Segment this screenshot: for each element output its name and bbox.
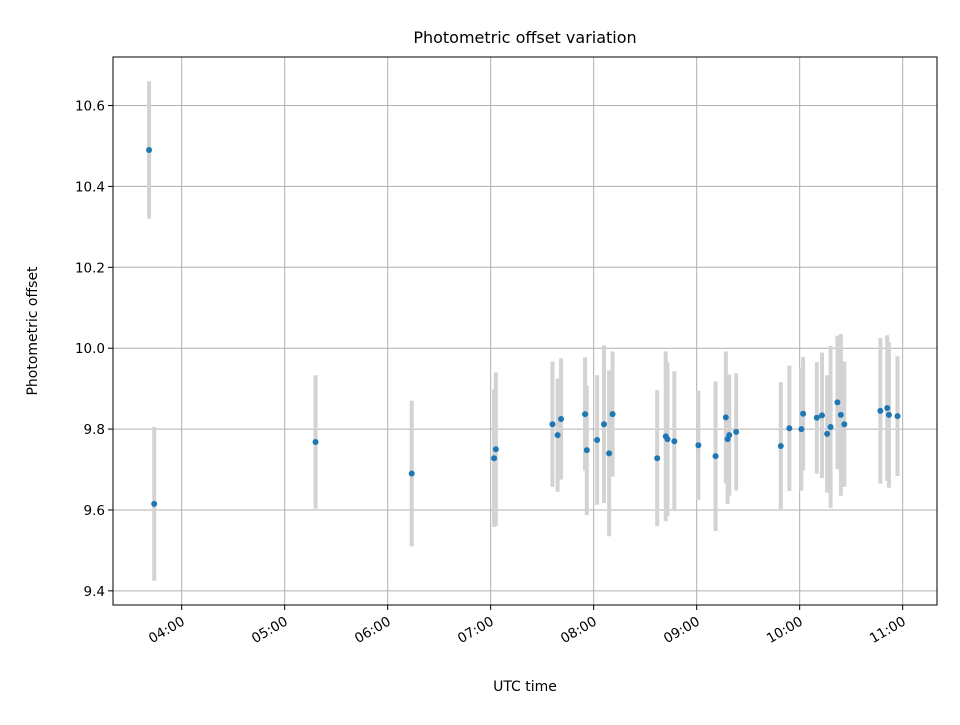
x-axis-label: UTC time [493,679,557,695]
data-point [894,413,901,420]
data-point [722,414,729,421]
data-point [813,414,820,421]
data-point [695,442,702,449]
data-point [312,439,319,446]
y-tick-label: 10.4 [75,179,105,195]
y-axis-label: Photometric offset [25,266,41,396]
data-point [654,455,661,462]
data-point [558,415,565,422]
plot-frame [112,56,938,606]
data-point [837,411,844,418]
data-point [492,446,499,453]
data-point [818,412,825,419]
data-point [554,432,561,439]
data-point [800,410,807,417]
grid-layer [113,57,937,605]
chart-title: Photometric offset variation [413,28,636,47]
y-tick-label: 10.2 [75,260,105,276]
data-point [824,430,831,437]
y-tick-label: 10.0 [75,341,105,357]
data-point [733,428,740,435]
data-point [583,447,590,454]
data-point [841,421,848,428]
data-point [884,405,891,412]
y-tick-label: 9.8 [84,422,105,438]
data-point [671,438,678,445]
data-point [827,424,834,431]
data-point [606,450,613,457]
point-layer [146,147,901,507]
data-point [582,411,589,418]
data-point [408,470,415,477]
y-tick-label: 10.6 [75,99,105,115]
y-tick-label: 9.4 [84,584,105,600]
data-point [726,432,733,439]
data-point [151,500,158,507]
data-point [777,443,784,450]
data-point [600,421,607,428]
data-point [146,147,153,154]
data-point [549,421,556,428]
y-tick-label: 9.6 [84,503,105,519]
data-point [877,407,884,414]
data-point [834,399,841,406]
data-point [594,436,601,443]
data-point [798,426,805,433]
data-point [786,425,793,432]
data-point [491,455,498,462]
data-point [885,411,892,418]
data-point [712,453,719,460]
data-point [609,411,616,418]
data-point [664,436,671,443]
